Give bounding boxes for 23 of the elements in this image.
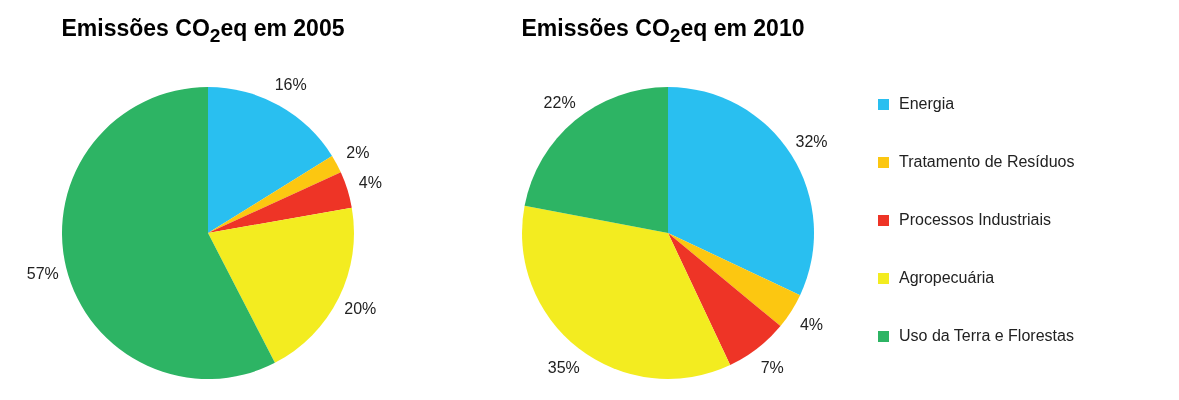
legend-label: Tratamento de Resíduos (899, 153, 1075, 171)
legend-label: Energia (899, 95, 955, 113)
pie-slice (522, 205, 731, 379)
data-label: 32% (795, 133, 828, 151)
pie-slice (668, 233, 801, 327)
data-label: 22% (543, 93, 576, 111)
pie-slice (208, 156, 341, 233)
legend-label: Agropecuária (899, 269, 995, 287)
pie-slice (524, 87, 668, 233)
data-label: 57% (26, 264, 59, 282)
data-label: 20% (344, 299, 377, 317)
chart-title: Emissões CO$_{2}$eq em 2005 (60, 14, 346, 48)
data-label: 4% (799, 315, 824, 333)
legend-label: Uso da Terra e Florestas (899, 327, 1074, 345)
chart-title: Emissões CO$_{2}$eq em 2010 (520, 14, 806, 48)
data-label: 4% (358, 174, 382, 192)
data-label: 2% (346, 144, 370, 162)
pie-slice (62, 87, 275, 379)
legend-label: Processos Industriais (899, 211, 1052, 229)
data-label: 35% (547, 358, 580, 376)
data-label: 7% (760, 358, 784, 376)
data-label: 16% (274, 75, 307, 93)
pie-slice (208, 172, 352, 233)
